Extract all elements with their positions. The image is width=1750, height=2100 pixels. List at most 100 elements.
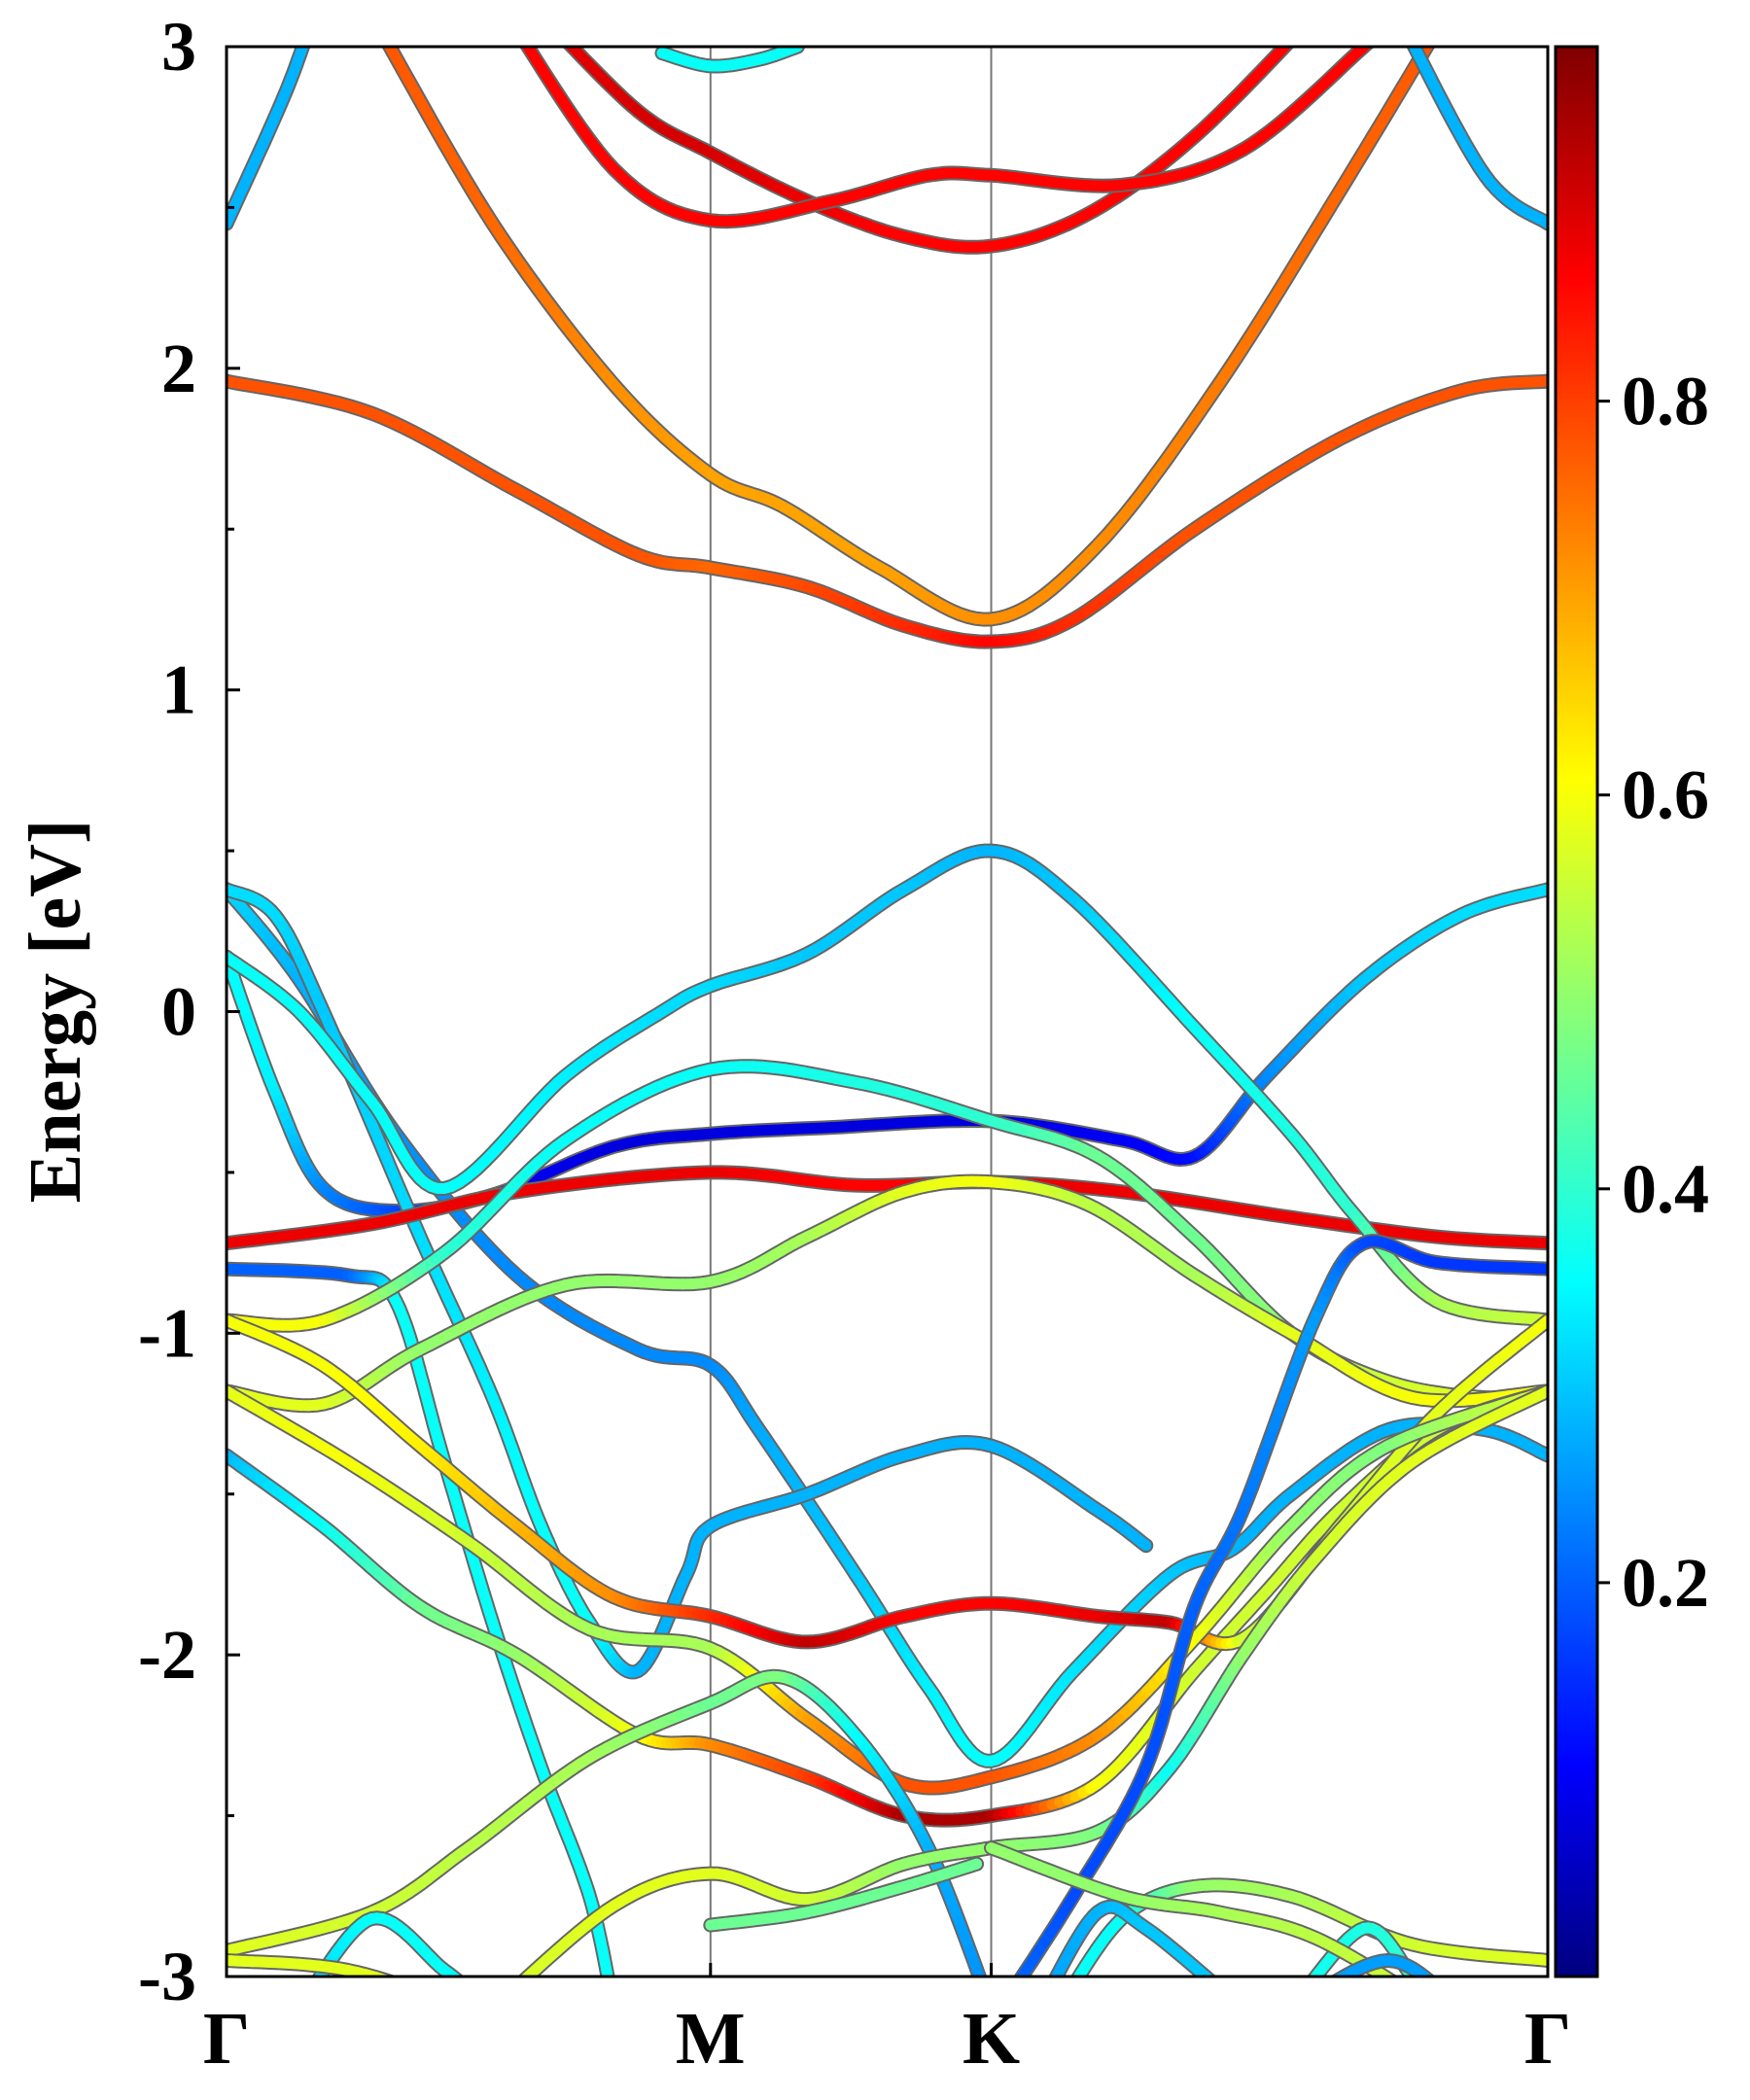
band-22 <box>227 1953 426 1993</box>
band-segment <box>1436 1986 1441 1991</box>
band-29 <box>1306 1953 1460 2009</box>
band-segment <box>1427 1996 1429 1999</box>
band-segment <box>1298 1994 1303 2000</box>
band-segment <box>972 1967 986 1977</box>
band-segment <box>1138 1538 1152 1552</box>
band-segment <box>602 1972 613 1977</box>
plot-frame <box>225 45 1550 1978</box>
band-segment <box>1433 2005 1434 2007</box>
x-tick-label: Γ <box>203 1998 250 2080</box>
band-segment <box>470 1989 473 1992</box>
band-3 <box>371 15 1447 627</box>
x-tick-label: K <box>962 1998 1020 2080</box>
band-segment <box>381 1975 393 1977</box>
band-segment <box>1410 1992 1418 1997</box>
band-segment <box>1425 2002 1431 2006</box>
band-segment <box>1042 1999 1045 2005</box>
band-segment <box>376 23 382 34</box>
y-tick-label: -1 <box>138 1294 196 1372</box>
band-segment <box>1039 2005 1042 2009</box>
band-segment <box>1457 2007 1460 2009</box>
band-6 <box>654 47 805 74</box>
y-tick-label: 2 <box>161 330 196 407</box>
band-segment <box>968 1858 983 1871</box>
band-segment <box>396 1983 405 1986</box>
band-segment <box>1432 2003 1433 2005</box>
band-segment <box>299 2005 302 2009</box>
band-segment <box>1012 1985 1017 1992</box>
band-segment <box>1421 1988 1423 1991</box>
band-segment <box>1423 1990 1425 1993</box>
band-segment <box>1068 1988 1072 1995</box>
band-segment <box>1062 2000 1065 2005</box>
band-12 <box>227 843 1548 1328</box>
band-segment <box>982 1984 986 1994</box>
band-segment <box>1072 1975 1080 1977</box>
band-segment <box>371 15 376 23</box>
band-segment <box>1397 15 1398 16</box>
band-18 <box>227 1383 1548 1796</box>
band-segment <box>310 1985 315 1993</box>
y-tick-label: -3 <box>138 1938 196 2015</box>
band-segment <box>311 18 312 21</box>
band-5 <box>517 15 1398 229</box>
band-segment <box>1303 1988 1308 1995</box>
x-tick-label: Γ <box>1524 1998 1571 2080</box>
y-tick-label: 1 <box>161 651 196 729</box>
band-segment <box>466 1986 470 1989</box>
colorbar-tick-label: 0.4 <box>1622 1150 1709 1228</box>
band-segment <box>416 1990 426 1993</box>
band-segment <box>1333 1976 1337 1977</box>
band-segment <box>1395 16 1396 17</box>
band-segment <box>550 23 556 29</box>
band-segment <box>498 1999 504 2005</box>
band-segment <box>473 1993 477 1996</box>
band-segment <box>453 1975 462 1977</box>
band-lines <box>227 15 1548 2010</box>
band-segment <box>1374 35 1378 39</box>
band-segment <box>1306 1996 1312 2000</box>
band-segment <box>1446 1996 1451 2000</box>
band-segment <box>1431 2006 1436 2009</box>
band-outline <box>227 373 1548 649</box>
band-segment <box>1048 1985 1052 1993</box>
band-segment <box>1045 1992 1049 1999</box>
band-segment <box>1441 1991 1446 1996</box>
band-segment <box>542 15 545 18</box>
band-outline <box>381 47 1436 627</box>
y-tick-label: -2 <box>138 1616 196 1694</box>
band-segment <box>1425 1993 1427 1996</box>
band-segment <box>305 35 307 41</box>
band-segment <box>1309 1975 1316 1977</box>
band-segment <box>1388 22 1390 24</box>
y-tick-label: 3 <box>161 8 196 86</box>
band-segment <box>491 2008 493 2010</box>
band-segment <box>612 2004 613 2009</box>
band-segment <box>405 1986 415 1990</box>
band-segment <box>1393 18 1394 19</box>
band-segment <box>1451 2000 1454 2004</box>
band-segment <box>1388 1976 1395 1977</box>
band-8 <box>227 882 1548 1768</box>
band-segment <box>1418 47 1434 57</box>
band-segment <box>1015 1972 1027 1977</box>
band-segment <box>310 21 312 25</box>
band-segment <box>1410 1974 1419 1977</box>
band-segment <box>1398 15 1402 21</box>
band-26 <box>1039 1899 1242 2010</box>
band-segment <box>1065 1994 1068 2000</box>
band-segment <box>1437 21 1442 30</box>
band-segment <box>1442 15 1447 21</box>
band-segment <box>504 1992 510 1999</box>
band-segment <box>1297 26 1304 34</box>
band-segment <box>564 47 575 50</box>
band-segment <box>1239 2006 1242 2010</box>
band-25 <box>1012 1234 1548 1992</box>
band-segment <box>1401 1987 1410 1993</box>
band-segment <box>610 1985 611 1992</box>
band-segment <box>462 1983 466 1986</box>
band-segment <box>517 29 523 39</box>
band-segment <box>476 1996 480 1999</box>
band-21 <box>498 1383 1548 2005</box>
